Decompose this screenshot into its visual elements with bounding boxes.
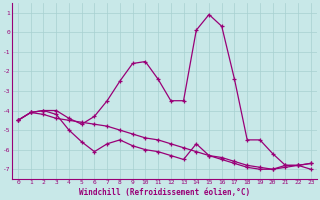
- X-axis label: Windchill (Refroidissement éolien,°C): Windchill (Refroidissement éolien,°C): [79, 188, 250, 197]
